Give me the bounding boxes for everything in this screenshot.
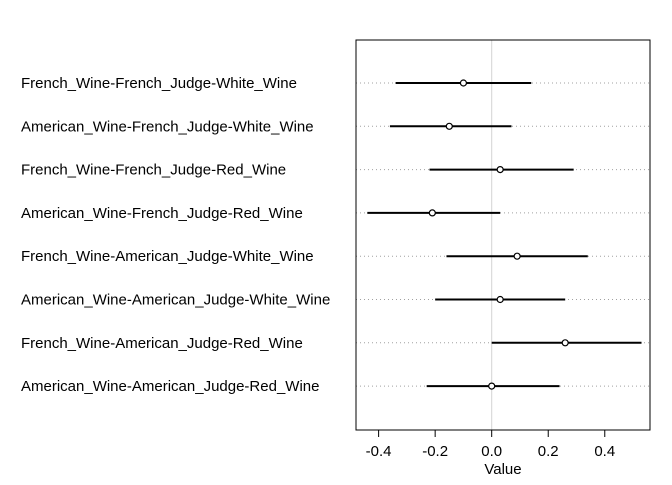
row-guides-layer [356, 82, 650, 387]
point-estimate [561, 339, 569, 347]
point-estimate [496, 295, 504, 304]
intervals-layer [367, 82, 642, 388]
row-label: French_Wine-French_Judge-White_Wine [21, 75, 297, 92]
point-estimate [488, 382, 496, 390]
x-tick-label: 0.0 [481, 443, 502, 460]
row-label: French_Wine-French_Judge-Red_Wine [21, 162, 286, 179]
x-tick-label: 0.2 [538, 443, 559, 460]
point-estimate [445, 122, 453, 130]
point-estimate [459, 79, 468, 87]
row-label: American_Wine-American_Judge-Red_Wine [21, 378, 319, 395]
point-estimate [513, 252, 521, 260]
row-label: American_Wine-French_Judge-Red_Wine [21, 205, 303, 222]
point-estimate [496, 166, 504, 174]
point-estimate [428, 209, 436, 217]
row-labels: French_Wine-French_Judge-White_Wine Ameri… [21, 75, 330, 395]
x-tick-label: -0.2 [422, 443, 448, 460]
plot-frame [355, 39, 651, 431]
x-axis-title: Value [484, 461, 521, 478]
x-tick-label: 0.4 [594, 443, 615, 460]
row-label: American_Wine-French_Judge-White_Wine [21, 118, 314, 135]
points-layer [428, 79, 569, 390]
x-tick-label: -0.4 [366, 443, 392, 460]
row-label: French_Wine-American_Judge-Red_Wine [21, 335, 303, 352]
row-label: French_Wine-American_Judge-White_Wine [21, 248, 314, 265]
x-axis: -0.4 -0.2 0.0 0.2 0.4 [366, 429, 615, 460]
row-label: American_Wine-American_Judge-White_Wine [21, 292, 330, 309]
